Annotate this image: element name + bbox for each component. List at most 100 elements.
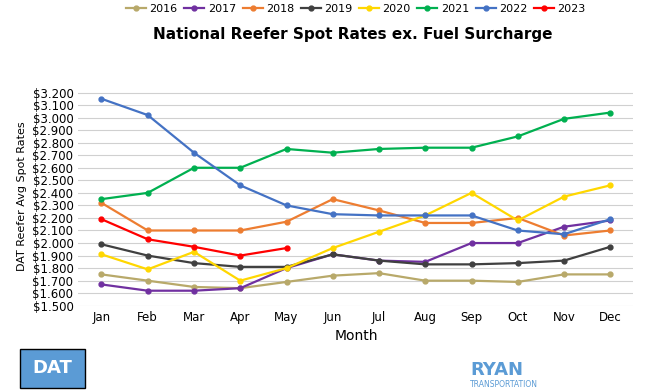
2020 — [329, 246, 337, 250]
2017 — [375, 258, 383, 263]
2020 — [97, 252, 105, 257]
2018 — [236, 228, 244, 233]
2020 — [144, 267, 151, 272]
2021 — [560, 116, 568, 121]
2016 — [236, 286, 244, 290]
2021 — [375, 147, 383, 151]
2022 — [421, 213, 429, 218]
2019 — [144, 253, 151, 258]
Line: 2017: 2017 — [99, 218, 613, 293]
2017 — [421, 260, 429, 264]
2016 — [375, 271, 383, 276]
2023 — [236, 253, 244, 258]
2022 — [468, 213, 475, 218]
2023 — [144, 237, 151, 241]
2016 — [144, 278, 151, 283]
X-axis label: Month: Month — [334, 329, 377, 343]
Line: 2022: 2022 — [99, 96, 613, 237]
2023 — [190, 245, 198, 249]
2021 — [421, 145, 429, 150]
2021 — [607, 110, 614, 115]
2018 — [375, 208, 383, 213]
2019 — [236, 265, 244, 269]
2019 — [97, 242, 105, 247]
2019 — [468, 262, 475, 267]
2019 — [607, 245, 614, 249]
Legend: 2016, 2017, 2018, 2019, 2020, 2021, 2022, 2023: 2016, 2017, 2018, 2019, 2020, 2021, 2022… — [121, 0, 590, 18]
2019 — [283, 265, 291, 269]
Line: 2019: 2019 — [99, 242, 613, 269]
2019 — [421, 262, 429, 267]
2020 — [560, 194, 568, 199]
2016 — [514, 279, 522, 284]
2017 — [97, 282, 105, 287]
2020 — [283, 266, 291, 270]
Line: 2016: 2016 — [99, 271, 613, 290]
2020 — [607, 183, 614, 188]
2017 — [144, 289, 151, 293]
2019 — [190, 261, 198, 265]
2017 — [236, 286, 244, 290]
Text: TRANSPORTATION: TRANSPORTATION — [470, 381, 538, 389]
Line: 2021: 2021 — [99, 110, 613, 201]
2020 — [421, 213, 429, 218]
2022 — [236, 183, 244, 188]
2022 — [514, 228, 522, 233]
2023 — [97, 217, 105, 221]
Line: 2018: 2018 — [99, 197, 613, 238]
2019 — [375, 258, 383, 263]
2020 — [375, 229, 383, 234]
2016 — [560, 272, 568, 277]
2021 — [190, 165, 198, 170]
2017 — [329, 252, 337, 257]
2016 — [607, 272, 614, 277]
Text: National Reefer Spot Rates ex. Fuel Surcharge: National Reefer Spot Rates ex. Fuel Surc… — [153, 27, 552, 42]
2017 — [560, 224, 568, 229]
2016 — [329, 273, 337, 278]
2021 — [283, 147, 291, 151]
2022 — [283, 203, 291, 208]
2022 — [190, 151, 198, 155]
2016 — [97, 272, 105, 277]
2018 — [560, 233, 568, 238]
2017 — [283, 266, 291, 270]
2022 — [375, 213, 383, 218]
2017 — [190, 289, 198, 293]
Line: 2023: 2023 — [99, 217, 289, 258]
2022 — [97, 96, 105, 101]
2016 — [190, 285, 198, 289]
2022 — [560, 232, 568, 237]
2020 — [468, 191, 475, 195]
Line: 2020: 2020 — [99, 183, 613, 283]
Text: RYAN: RYAN — [470, 361, 523, 379]
2016 — [421, 278, 429, 283]
2021 — [236, 165, 244, 170]
2021 — [144, 191, 151, 195]
2018 — [607, 228, 614, 233]
2021 — [514, 134, 522, 139]
2020 — [236, 278, 244, 283]
2021 — [329, 151, 337, 155]
2017 — [468, 241, 475, 245]
2023 — [283, 246, 291, 250]
2021 — [468, 145, 475, 150]
Text: DAT: DAT — [32, 359, 72, 377]
Y-axis label: DAT Reefer Avg Spot Rates: DAT Reefer Avg Spot Rates — [17, 121, 27, 271]
2022 — [329, 212, 337, 216]
2016 — [283, 279, 291, 284]
2017 — [607, 218, 614, 223]
2018 — [329, 197, 337, 201]
2020 — [190, 249, 198, 254]
2019 — [329, 252, 337, 257]
2016 — [468, 278, 475, 283]
2019 — [514, 261, 522, 265]
2022 — [607, 217, 614, 221]
2019 — [560, 258, 568, 263]
2021 — [97, 197, 105, 201]
2018 — [283, 220, 291, 224]
2018 — [190, 228, 198, 233]
2018 — [514, 216, 522, 220]
2018 — [421, 221, 429, 225]
2018 — [144, 228, 151, 233]
2018 — [468, 221, 475, 225]
